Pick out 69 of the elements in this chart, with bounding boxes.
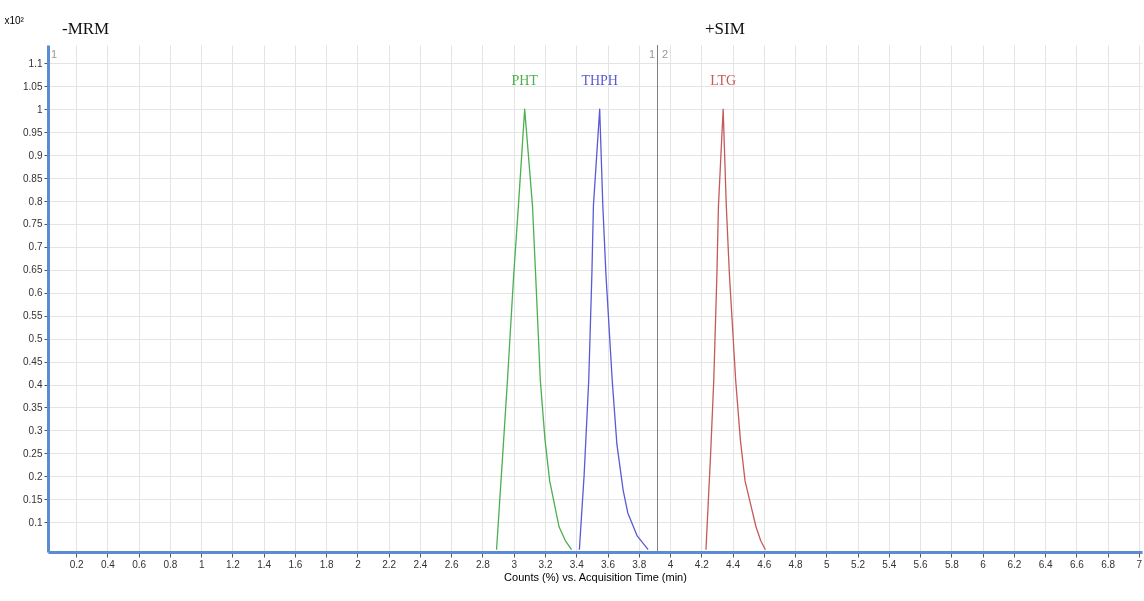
y-tick-label: 0.85	[23, 172, 43, 184]
x-tick-label: 5.4	[882, 558, 897, 570]
x-tick-label: 1.4	[257, 558, 272, 570]
y-tick-label: 0.15	[23, 493, 43, 505]
x-tick-label: 6.4	[1038, 558, 1053, 570]
x-tick-label: 3.6	[601, 558, 616, 570]
y-tick-label: 0.95	[23, 126, 43, 138]
y-tick-label: 0.25	[23, 447, 43, 459]
x-tick-label: 3.2	[538, 558, 553, 570]
x-tick-label: 5.8	[944, 558, 960, 570]
x-axis-title: Counts (%) vs. Acquisition Time (min)	[504, 570, 687, 583]
line-series	[705, 108, 766, 551]
y-tick-label: 0.75	[23, 218, 43, 230]
x-tick-label: 2.6	[444, 558, 460, 570]
y-tick-label: 0.8	[28, 195, 43, 207]
x-tick-label: 3.8	[632, 558, 647, 570]
annotation: 2	[662, 48, 669, 60]
y-tick-label: 1.05	[23, 80, 43, 92]
x-tick-label: 1.2	[225, 558, 241, 570]
x-tick-label: 4	[667, 558, 674, 570]
x-tick-label: 3.4	[569, 558, 585, 570]
y-tick-label: 0.45	[23, 356, 43, 368]
series-label: LTG	[710, 73, 737, 89]
y-tick-label: 0.9	[28, 149, 43, 161]
line-series	[578, 108, 649, 551]
x-tick-label: 4.4	[726, 558, 741, 570]
x-tick-label: 4.8	[788, 558, 803, 570]
x-tick-label: 0.2	[69, 558, 85, 570]
x-tick-label: 1.6	[288, 558, 303, 570]
y-tick-label: 0.4	[28, 379, 43, 391]
y-tick-label: 0.7	[28, 241, 43, 253]
y-tick-label: 1	[36, 103, 43, 115]
x-tick-label: 6.8	[1101, 558, 1116, 570]
y-tick-label: 1.1	[28, 57, 43, 69]
y-tick-label: 0.35	[23, 401, 43, 413]
x-tick-label: 0.6	[132, 558, 147, 570]
x-tick-label: 6	[980, 558, 987, 570]
text: -MRM	[62, 19, 110, 38]
x-tick-label: 2.8	[476, 558, 491, 570]
x-tick-label: 2.2	[382, 558, 397, 570]
x-tick-label: 1	[198, 558, 205, 570]
y-tick-label: 0.6	[28, 287, 43, 299]
x-tick-label: 4.6	[757, 558, 772, 570]
x-tick-label: 5.2	[851, 558, 866, 570]
x-tick-label: 0.4	[100, 558, 116, 570]
text: +SIM	[705, 19, 745, 38]
x-tick-label: 6.6	[1069, 558, 1085, 570]
x-tick-label: 4.2	[694, 558, 710, 570]
line-series	[495, 108, 573, 551]
annotation: 1	[51, 48, 58, 60]
y-tick-label: 0.3	[28, 424, 43, 436]
series-label: PHT	[511, 73, 539, 89]
y-tick-label: 0.2	[28, 470, 43, 482]
x-tick-label: 5	[824, 558, 831, 570]
y-tick-label: 0.65	[23, 264, 43, 276]
annotation: 1	[649, 48, 656, 60]
y-tick-label: 0.55	[23, 310, 43, 322]
x-tick-label: 2.4	[413, 558, 428, 570]
y-tick-label: 0.5	[28, 333, 43, 345]
x-tick-label: 5.6	[913, 558, 928, 570]
series-label: THPH	[581, 73, 618, 89]
x-tick-label: 0.8	[163, 558, 178, 570]
y-tick-label: 0.1	[28, 516, 43, 528]
x-tick-label: 2	[355, 558, 362, 570]
x-tick-label: 7	[1136, 558, 1143, 570]
x-tick-label: 1.8	[319, 558, 335, 570]
x-tick-label: 6.2	[1007, 558, 1022, 570]
y-axis-title: x10²	[4, 14, 25, 26]
x-tick-label: 3	[511, 558, 518, 570]
